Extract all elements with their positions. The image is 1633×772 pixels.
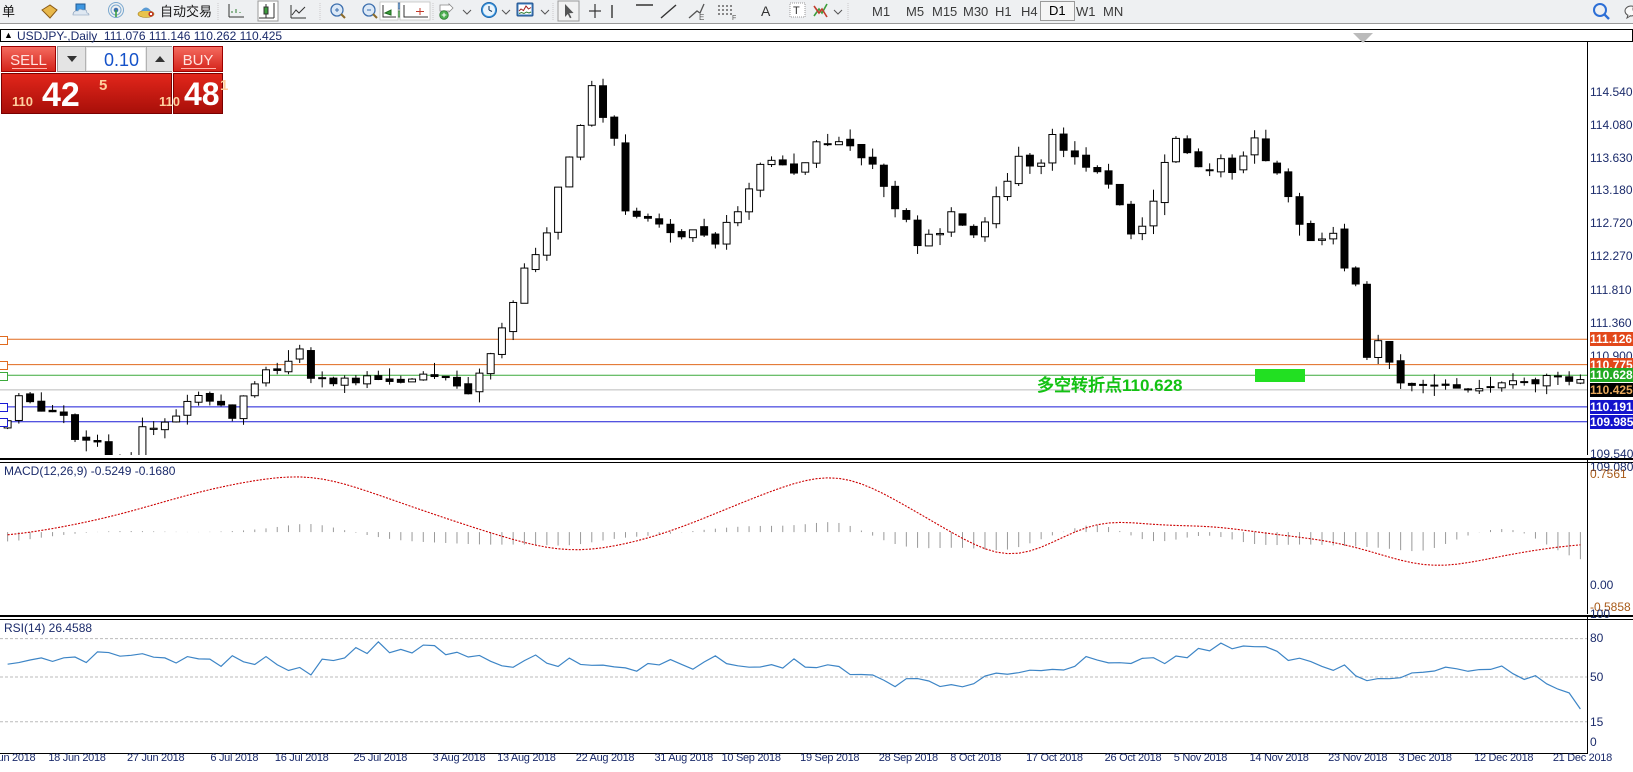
svg-text:T: T <box>793 5 800 17</box>
svg-text:单: 单 <box>2 4 15 19</box>
svg-text:E: E <box>699 13 704 22</box>
svg-text:F: F <box>732 15 736 22</box>
svg-text:A: A <box>761 3 771 19</box>
svg-text:自动交易: 自动交易 <box>160 4 212 19</box>
